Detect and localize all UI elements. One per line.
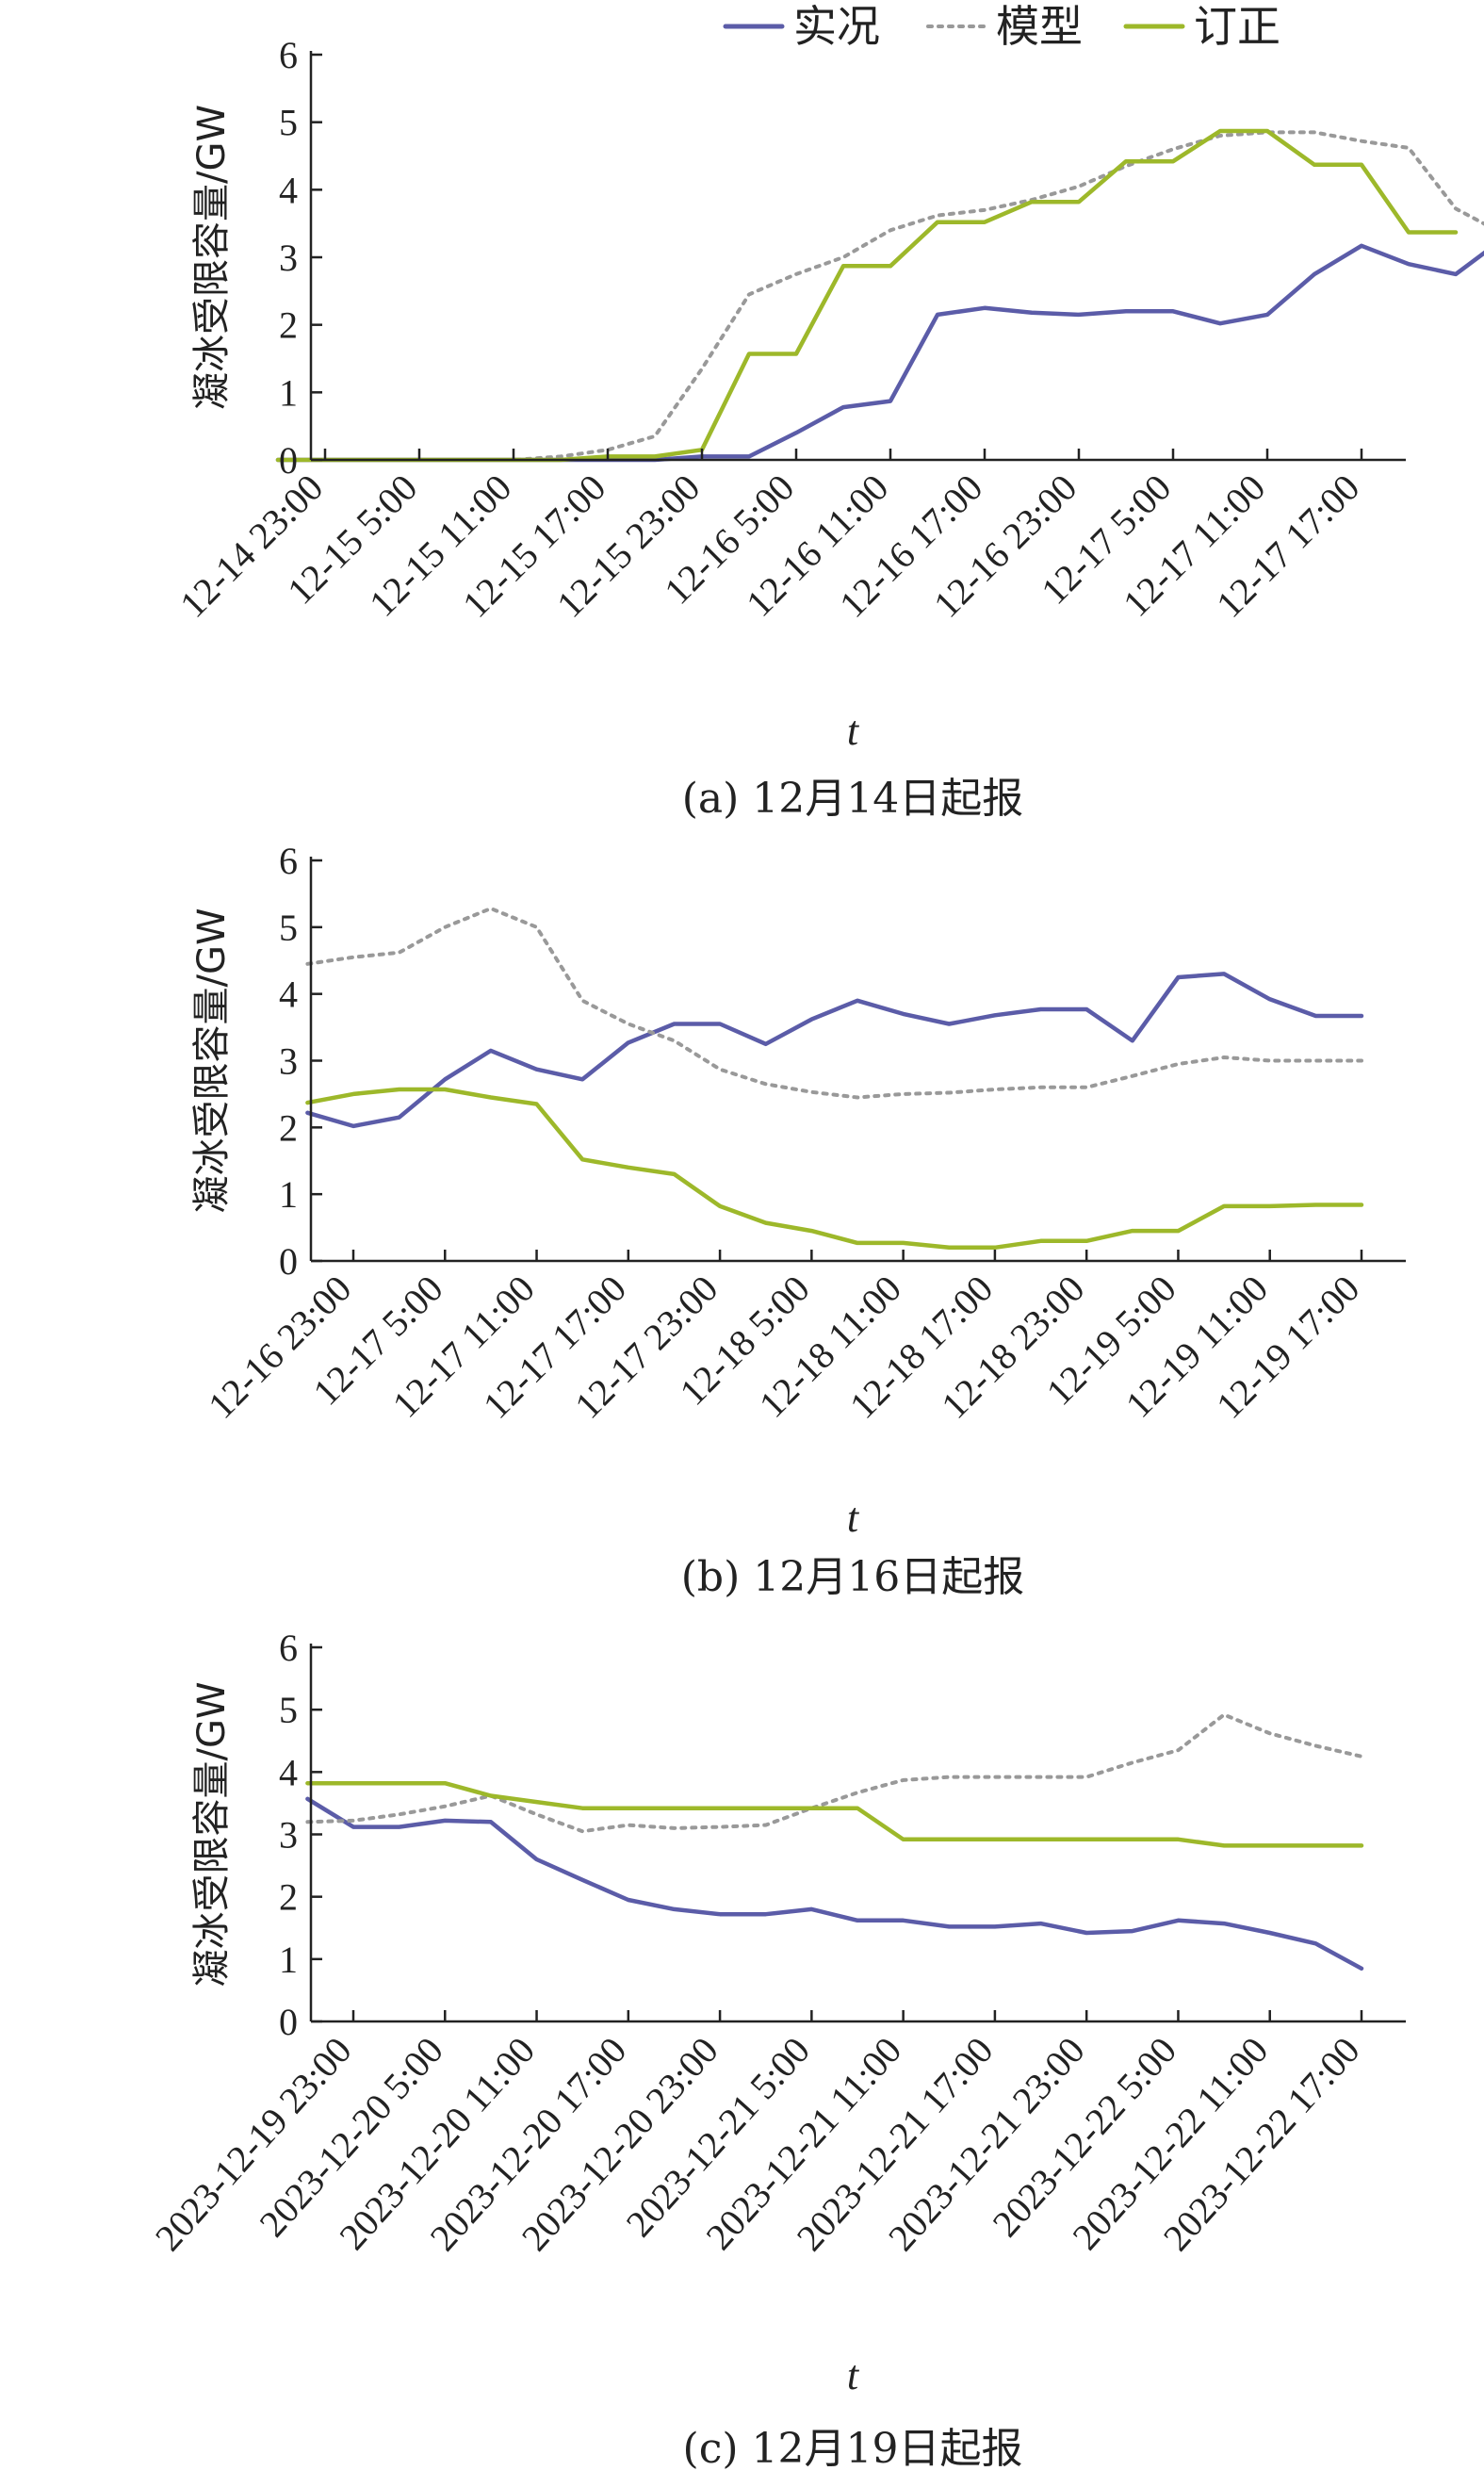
y-tick-label: 5 xyxy=(279,102,298,144)
y-axis-label: 凝冰受限容量/GW xyxy=(190,1681,234,1987)
y-tick-label: 6 xyxy=(279,1627,298,1669)
legend-label: 实况 xyxy=(793,1,880,52)
y-tick-label: 4 xyxy=(279,169,298,211)
y-tick-label: 6 xyxy=(279,34,298,76)
x-axis-label: t xyxy=(847,708,860,754)
y-tick-label: 0 xyxy=(279,439,298,482)
y-axis-label: 凝冰受限容量/GW xyxy=(190,908,234,1213)
y-axis-label: 凝冰受限容量/GW xyxy=(190,105,234,410)
series-line-corrected xyxy=(305,1087,1364,1251)
y-tick-label: 2 xyxy=(279,1876,298,1919)
panel-caption: (c) 12月19日起报 xyxy=(683,2425,1023,2473)
series-line-observed xyxy=(305,1796,1364,1972)
y-tick-label: 5 xyxy=(279,907,298,949)
series-line-observed xyxy=(305,972,1364,1129)
y-tick-label: 2 xyxy=(279,1106,298,1149)
series-line-model xyxy=(305,1712,1363,1834)
x-axis-label: t xyxy=(847,1495,860,1541)
y-tick-label: 0 xyxy=(279,2001,298,2043)
legend: 实况 模型 订正 xyxy=(723,1,1280,52)
series-line-model xyxy=(305,907,1363,1100)
y-tick-label: 3 xyxy=(279,1814,298,1857)
y-tick-label: 1 xyxy=(279,1173,298,1216)
series-line-model xyxy=(276,130,1484,462)
y-tick-label: 3 xyxy=(279,1040,298,1083)
series-line-corrected xyxy=(305,1780,1364,1848)
y-tick-label: 1 xyxy=(279,371,298,414)
series-line-observed xyxy=(275,243,1484,463)
y-tick-label: 6 xyxy=(279,840,298,882)
panel-caption: (a) 12月14日起报 xyxy=(682,775,1024,823)
y-tick-label: 2 xyxy=(279,304,298,347)
y-tick-label: 4 xyxy=(279,1751,298,1793)
y-tick-label: 0 xyxy=(279,1240,298,1283)
series-line-corrected xyxy=(275,128,1459,463)
y-tick-label: 1 xyxy=(279,1939,298,1981)
y-tick-label: 5 xyxy=(279,1689,298,1731)
legend-label: 模型 xyxy=(996,1,1083,52)
y-tick-label: 4 xyxy=(279,974,298,1016)
legend-label: 订正 xyxy=(1194,1,1280,52)
panel-caption: (b) 12月16日起报 xyxy=(681,1553,1024,1601)
x-axis-label: t xyxy=(847,2352,860,2398)
y-tick-label: 3 xyxy=(279,237,298,279)
